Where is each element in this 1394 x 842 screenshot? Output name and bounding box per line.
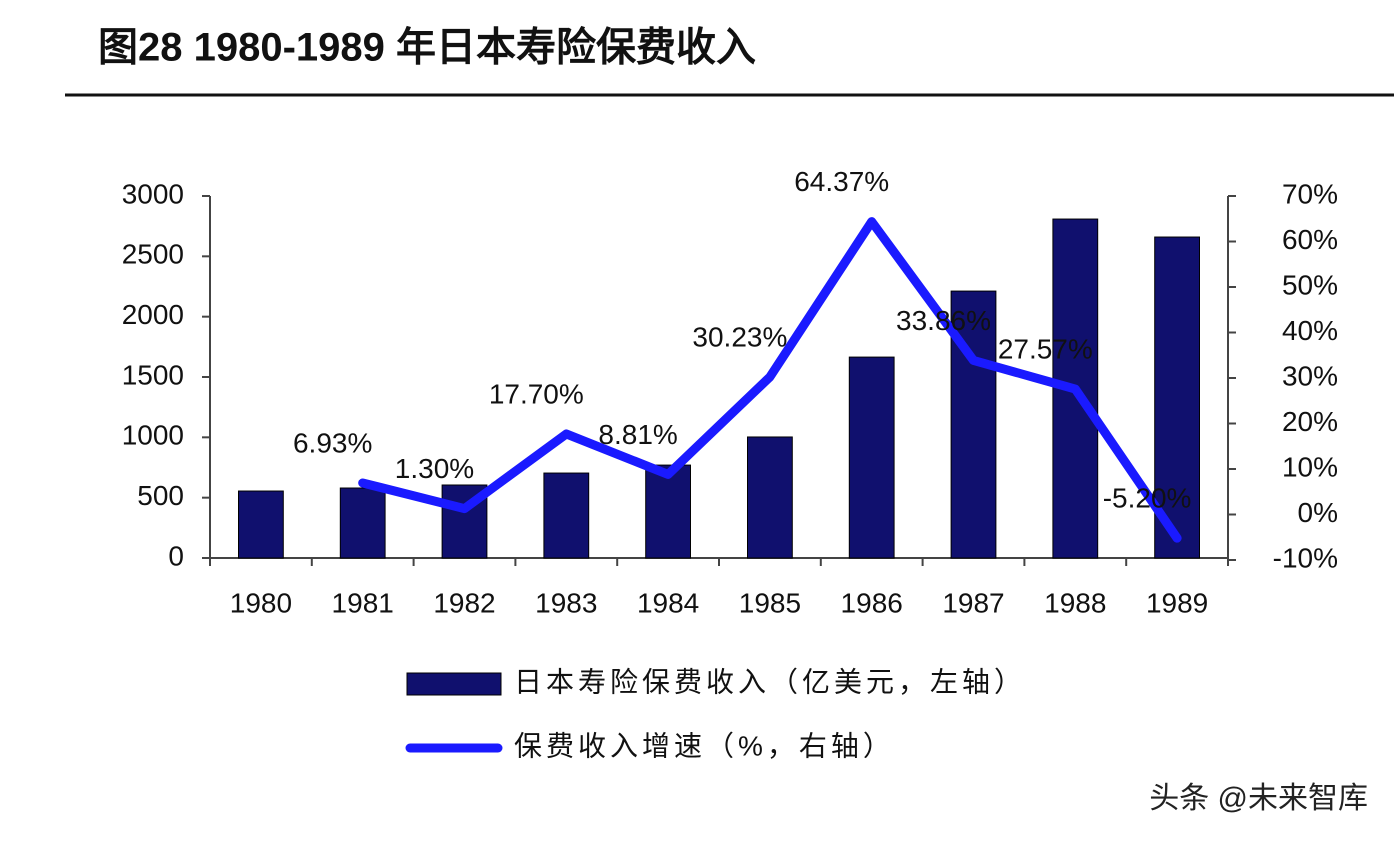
chart-title: 图28 1980-1989 年日本寿险保费收入 xyxy=(98,26,756,70)
x-tick-label: 1980 xyxy=(230,587,292,618)
y2-tick-label: 50% xyxy=(1282,269,1338,300)
y2-tick-label: 40% xyxy=(1282,315,1338,346)
y-tick-label: 500 xyxy=(137,480,184,511)
legend-label: 保费收入增速（%，右轴） xyxy=(514,730,895,761)
x-tick-label: 1988 xyxy=(1044,587,1106,618)
y-tick-label: 2000 xyxy=(122,299,184,330)
x-tick-label: 1981 xyxy=(332,587,394,618)
bar xyxy=(543,472,590,559)
y-tick-label: 2500 xyxy=(122,239,184,270)
data-label: 33.86% xyxy=(896,305,991,336)
x-tick-label: 1983 xyxy=(535,587,597,618)
watermark: 头条 @未来智库 xyxy=(1149,782,1368,815)
legend-swatch xyxy=(406,672,502,696)
y2-tick-label: 30% xyxy=(1282,360,1338,391)
bar xyxy=(645,464,691,559)
y-tick-label: 1500 xyxy=(122,359,184,390)
y2-tick-label: -10% xyxy=(1273,542,1338,573)
bar xyxy=(339,487,386,559)
y2-tick-label: 0% xyxy=(1298,497,1338,528)
data-label: 6.93% xyxy=(293,427,372,458)
y2-tick-label: 20% xyxy=(1282,406,1338,437)
data-label: 27.57% xyxy=(998,333,1093,364)
x-tick-label: 1982 xyxy=(433,587,495,618)
data-label: 17.70% xyxy=(489,378,584,409)
bar xyxy=(1154,236,1200,559)
y-tick-label: 0 xyxy=(168,540,184,571)
x-tick-label: 1987 xyxy=(942,587,1004,618)
data-label: 1.30% xyxy=(395,453,474,484)
x-tick-label: 1989 xyxy=(1146,587,1208,618)
y-tick-label: 3000 xyxy=(122,178,184,209)
data-label: 8.81% xyxy=(598,419,677,450)
y2-tick-label: 70% xyxy=(1282,178,1338,209)
x-tick-label: 1986 xyxy=(841,587,903,618)
data-label: 30.23% xyxy=(692,321,787,352)
line xyxy=(358,217,1182,543)
bar xyxy=(747,436,793,559)
y-tick-label: 1000 xyxy=(122,420,184,451)
y2-tick-label: 10% xyxy=(1282,451,1338,482)
x-tick-label: 1985 xyxy=(739,587,801,618)
x-tick-label: 1984 xyxy=(637,587,699,618)
bar xyxy=(238,490,284,559)
data-label: -5.20% xyxy=(1103,483,1192,514)
data-label: 64.37% xyxy=(794,166,889,197)
y2-tick-label: 60% xyxy=(1282,224,1338,255)
legend-label: 日本寿险保费收入（亿美元，左轴） xyxy=(514,666,1026,697)
bar xyxy=(848,356,895,559)
